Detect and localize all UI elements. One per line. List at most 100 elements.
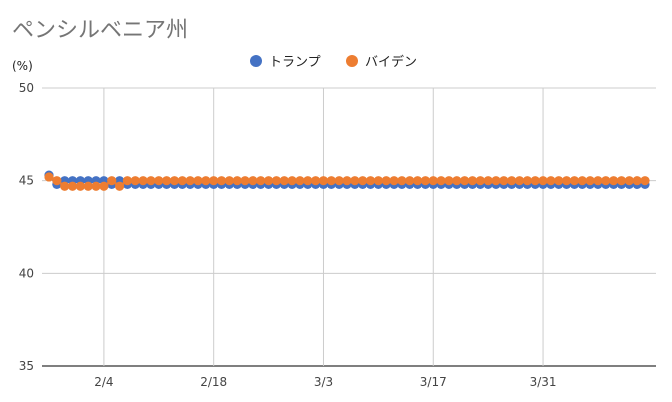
legend-marker bbox=[346, 55, 358, 67]
y-axis-unit: (%) bbox=[12, 59, 33, 73]
data-point bbox=[193, 176, 203, 186]
x-tick-label: 3/3 bbox=[314, 375, 333, 389]
data-point bbox=[91, 181, 101, 191]
data-point bbox=[601, 176, 611, 186]
data-point bbox=[83, 181, 93, 191]
chart-title: ペンシルベニア州 bbox=[12, 18, 188, 43]
data-point bbox=[130, 176, 140, 186]
legend-marker bbox=[250, 55, 262, 67]
data-point bbox=[162, 176, 172, 186]
data-point bbox=[405, 176, 415, 186]
data-point bbox=[67, 181, 78, 191]
data-point bbox=[201, 176, 211, 186]
data-point bbox=[358, 176, 368, 186]
data-point bbox=[326, 176, 336, 186]
data-point bbox=[397, 176, 407, 186]
data-point bbox=[318, 176, 329, 186]
data-point bbox=[146, 176, 156, 186]
y-tick-label: 45 bbox=[19, 174, 34, 188]
y-ticks: 35 40 45 50 bbox=[19, 81, 34, 373]
data-point bbox=[460, 176, 470, 186]
data-point bbox=[554, 176, 564, 186]
data-point bbox=[436, 176, 446, 186]
data-point bbox=[60, 181, 70, 191]
x-ticks: 2/4 2/18 3/3 3/17 3/31 bbox=[94, 375, 556, 389]
data-point bbox=[389, 176, 399, 186]
data-point bbox=[185, 176, 195, 186]
data-point bbox=[311, 176, 321, 186]
data-point bbox=[334, 176, 344, 186]
data-point bbox=[350, 176, 360, 186]
data-point bbox=[138, 176, 148, 186]
data-point bbox=[585, 176, 595, 186]
legend-label: トランプ bbox=[269, 55, 321, 70]
data-point bbox=[169, 176, 180, 186]
data-point bbox=[271, 176, 282, 186]
data-point bbox=[444, 176, 454, 186]
data-point bbox=[483, 176, 493, 186]
data-point bbox=[342, 176, 352, 186]
data-point bbox=[381, 176, 391, 186]
data-point bbox=[216, 176, 227, 186]
data-point bbox=[609, 176, 619, 186]
data-point bbox=[287, 176, 297, 186]
data-point bbox=[107, 176, 117, 186]
data-point bbox=[538, 176, 548, 186]
data-point bbox=[507, 176, 517, 186]
data-point bbox=[475, 176, 485, 186]
data-point bbox=[224, 176, 234, 186]
data-point bbox=[412, 176, 423, 186]
data-point bbox=[546, 176, 556, 186]
data-point bbox=[303, 176, 313, 186]
data-point bbox=[569, 176, 580, 186]
series-2 bbox=[44, 172, 650, 191]
data-point bbox=[467, 176, 478, 186]
data-point bbox=[640, 176, 650, 186]
data-point bbox=[209, 176, 219, 186]
data-point bbox=[491, 176, 501, 186]
data-point bbox=[624, 176, 634, 186]
data-point bbox=[99, 181, 109, 191]
x-tick-label: 2/4 bbox=[94, 375, 113, 389]
data-point bbox=[530, 176, 540, 186]
y-tick-label: 35 bbox=[19, 359, 34, 373]
data-point bbox=[499, 176, 509, 186]
data-point bbox=[420, 176, 431, 186]
data-point bbox=[295, 176, 305, 186]
data-point bbox=[256, 176, 266, 186]
data-point bbox=[514, 176, 525, 186]
data-point bbox=[44, 172, 54, 182]
data-point bbox=[616, 176, 627, 186]
data-point bbox=[593, 176, 603, 186]
data-point bbox=[52, 176, 62, 186]
data-point bbox=[632, 176, 642, 186]
data-point bbox=[452, 176, 462, 186]
legend: トランプ バイデン bbox=[250, 54, 417, 70]
series-group bbox=[44, 170, 650, 191]
data-point bbox=[122, 176, 133, 186]
x-tick-label: 2/18 bbox=[200, 375, 227, 389]
x-tick-label: 3/31 bbox=[530, 375, 557, 389]
data-point bbox=[232, 176, 242, 186]
data-point bbox=[373, 176, 383, 186]
y-tick-label: 40 bbox=[19, 266, 34, 280]
data-point bbox=[577, 176, 587, 186]
data-point bbox=[248, 176, 258, 186]
data-point bbox=[75, 181, 85, 191]
data-point bbox=[561, 176, 572, 186]
legend-label: バイデン bbox=[365, 54, 417, 70]
data-point bbox=[263, 176, 274, 186]
x-tick-label: 3/17 bbox=[420, 375, 447, 389]
data-point bbox=[365, 176, 376, 186]
data-point bbox=[240, 176, 250, 186]
data-point bbox=[154, 176, 164, 186]
data-point bbox=[522, 176, 532, 186]
data-point bbox=[279, 176, 289, 186]
y-tick-label: 50 bbox=[19, 81, 34, 95]
grid bbox=[42, 87, 656, 367]
data-point bbox=[177, 176, 187, 186]
data-point bbox=[114, 181, 125, 191]
data-point bbox=[428, 176, 438, 186]
